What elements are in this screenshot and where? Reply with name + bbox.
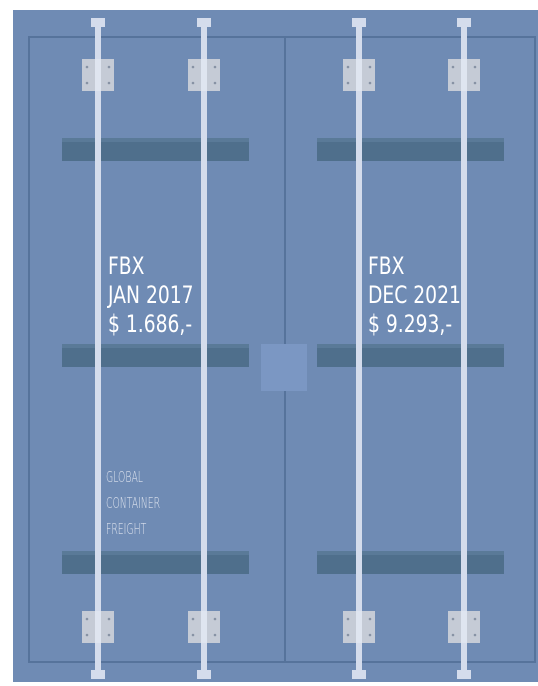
rod-cap [457,670,471,679]
hinge-bolt [474,618,477,621]
hinge-bolt [347,634,350,637]
hinge-bolt [474,66,477,69]
rod-cap [91,670,105,679]
hinge-bolt [347,618,350,621]
rod [461,611,467,643]
caption-line: FREIGHT [106,520,147,538]
rod [95,611,101,643]
rod [201,22,207,674]
rod [356,22,362,674]
rod-cap [197,670,211,679]
hinge-bolt [108,66,111,69]
center-lock [261,344,307,391]
hinge-bolt [192,618,195,621]
hinge-bolt [452,66,455,69]
hinge-bolt [369,82,372,85]
caption-line: CONTAINER [106,494,160,512]
rod [356,59,362,91]
label-line: $ 1.686,- [108,311,192,339]
hinge-bolt [214,618,217,621]
hinge-bolt [474,634,477,637]
hinge-bolt [86,634,89,637]
label-line: FBX [368,253,405,281]
label-line: FBX [108,253,145,281]
hinge-bolt [214,66,217,69]
hinge-bolt [108,618,111,621]
hinge-bolt [214,634,217,637]
rod-cap [457,18,471,27]
label-line: JAN 2017 [106,282,193,310]
rod [461,59,467,91]
rod [201,59,207,91]
hinge-bolt [192,66,195,69]
label-line: DEC 2021 [368,282,461,310]
door-bar-shade [317,551,504,555]
hinge-bolt [108,634,111,637]
hinge-bolt [452,618,455,621]
rod [356,611,362,643]
rod-cap [352,18,366,27]
hinge-bolt [452,82,455,85]
hinge-bolt [192,634,195,637]
hinge-bolt [347,66,350,69]
rod-cap [91,18,105,27]
rod [201,611,207,643]
rod-cap [197,18,211,27]
hinge-bolt [347,82,350,85]
rod-cap [352,670,366,679]
hinge-bolt [86,618,89,621]
hinge-bolt [369,66,372,69]
door-bar-shade [62,344,249,348]
page: {"panels": [ {"lines": ["FBX", "JAN 2017… [0,0,538,686]
container-illustration: FBX JAN 2017 $ 1.686,- FBX DEC 2021 $ 9.… [0,0,538,686]
hinge-bolt [214,82,217,85]
rod [95,22,101,674]
rod [461,22,467,674]
hinge-bolt [452,634,455,637]
caption-line: GLOBAL [106,468,143,486]
hinge-bolt [192,82,195,85]
hinge-bolt [369,634,372,637]
hinge-bolt [369,618,372,621]
hinge-bolt [86,66,89,69]
door-bar-shade [317,138,504,142]
door-bar-shade [62,138,249,142]
label-line: $ 9.293,- [368,311,452,339]
door-bar-shade [317,344,504,348]
rod [95,59,101,91]
hinge-bolt [86,82,89,85]
hinge-bolt [108,82,111,85]
hinge-bolt [474,82,477,85]
door-bar-shade [62,551,249,555]
